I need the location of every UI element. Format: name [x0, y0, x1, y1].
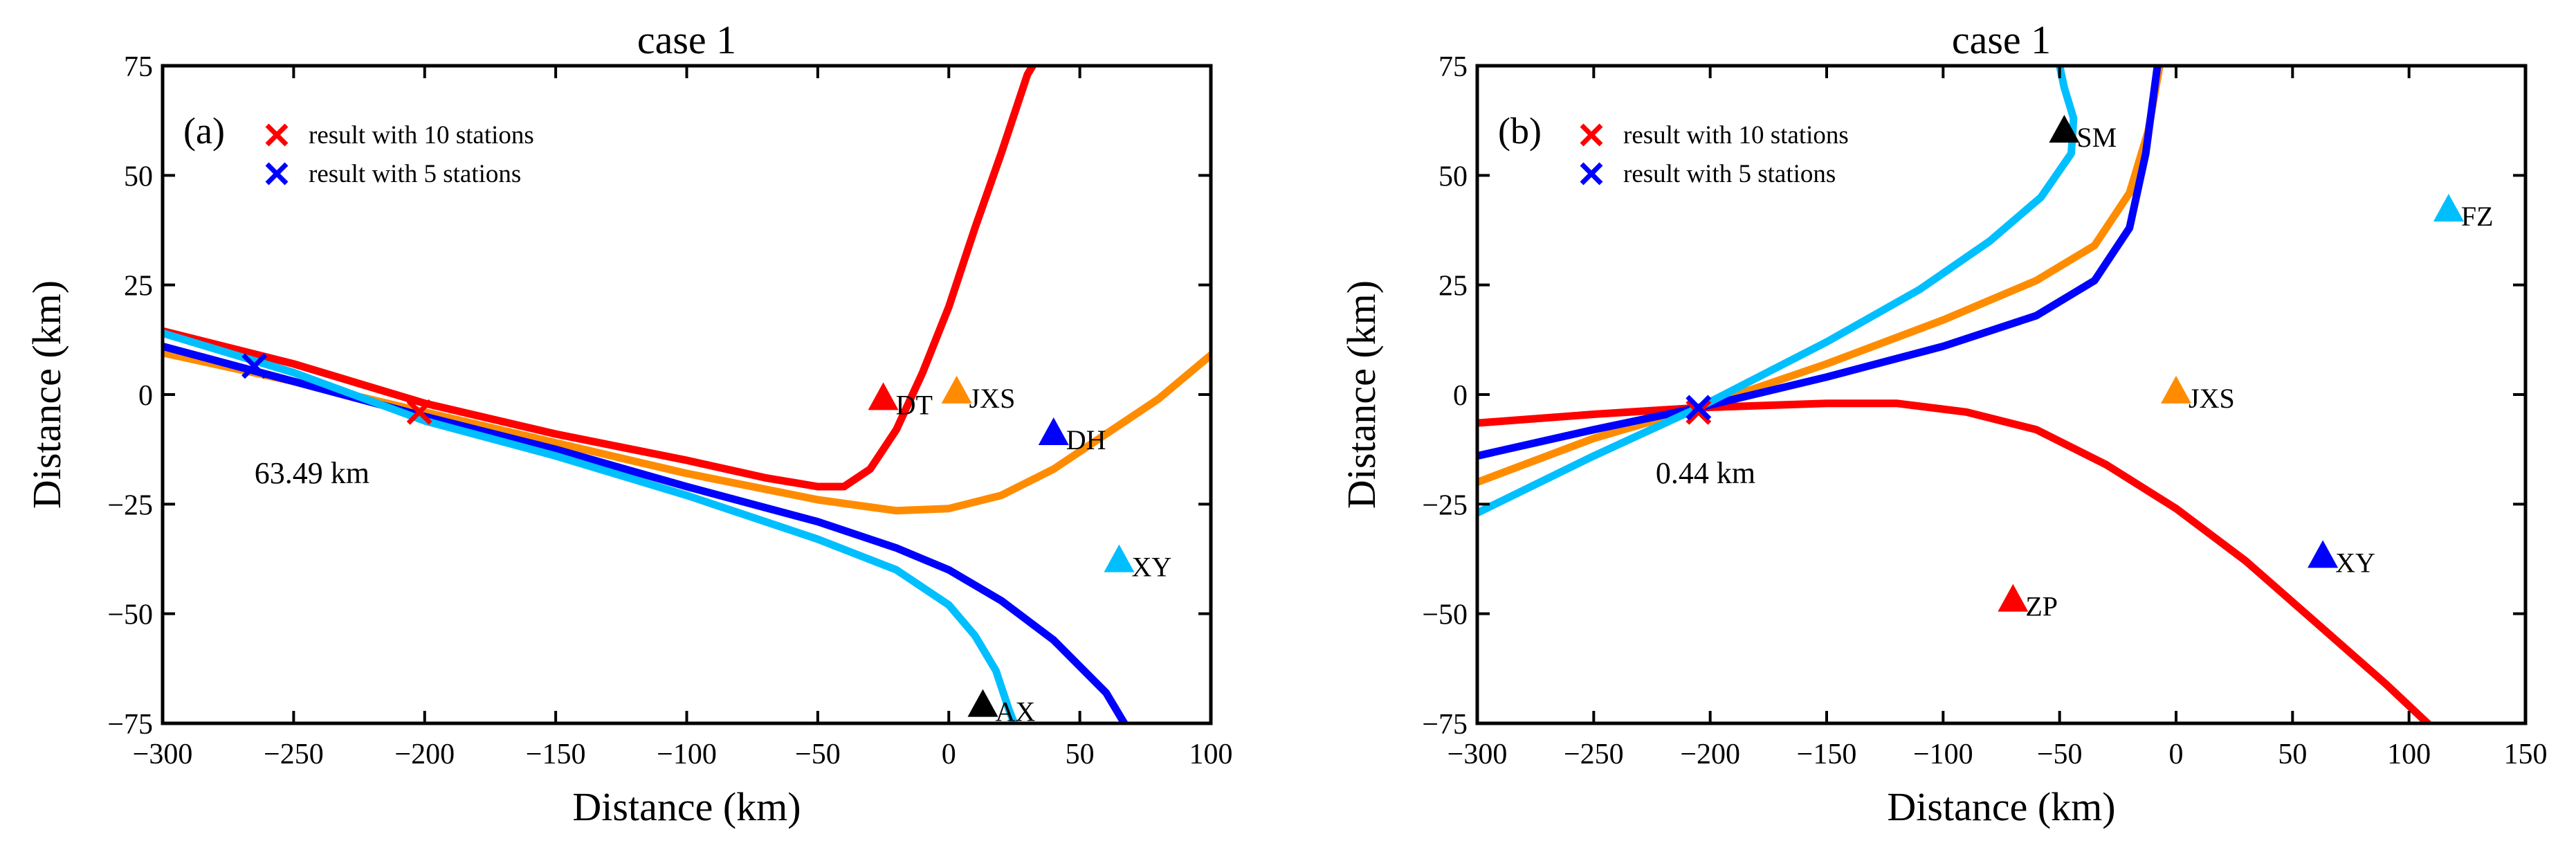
station-marker-fz [2433, 194, 2464, 221]
y-tick-label: 0 [1453, 380, 1468, 412]
station-marker-jxs [2161, 375, 2191, 404]
station-label-zp: ZP [2025, 591, 2058, 622]
legend-marker [1580, 162, 1603, 186]
y-tick-label: −25 [107, 489, 153, 521]
y-axis-label: Distance (km) [24, 280, 69, 509]
station-marker-dt [868, 382, 899, 410]
y-tick-label: 50 [1438, 161, 1468, 192]
station-marker-xy [1104, 544, 1135, 572]
y-tick-label: −75 [107, 709, 153, 741]
y-tick-label: −75 [1422, 709, 1468, 741]
y-tick-label: 25 [1438, 271, 1468, 302]
x-tick-label: 0 [942, 739, 956, 770]
station-label-xy: XY [1131, 552, 1171, 583]
legend-marker [1580, 123, 1603, 147]
y-tick-label: −25 [1422, 489, 1468, 521]
legend-marker [265, 123, 289, 147]
x-tick-label: −250 [264, 739, 324, 770]
x-axis-label: Distance (km) [572, 784, 801, 829]
legend-label: result with 5 stations [1623, 160, 1836, 188]
panel-label: (a) [183, 110, 225, 152]
series-line-blue-curve [1477, 66, 2162, 460]
y-tick-label: 25 [124, 271, 153, 302]
legend-marker [265, 162, 289, 186]
x-tick-label: −50 [2037, 739, 2083, 770]
x-tick-label: −100 [1913, 739, 1973, 770]
station-label-dh: DH [1066, 424, 1106, 455]
legend-label: result with 5 stations [309, 160, 521, 188]
station-marker-sm [2049, 115, 2080, 143]
x-tick-label: −50 [795, 739, 841, 770]
x-tick-label: 100 [1189, 739, 1233, 770]
legend-label: result with 10 stations [309, 121, 534, 150]
y-axis-label: Distance (km) [1339, 280, 1384, 509]
x-tick-label: −300 [1447, 739, 1508, 770]
x-tick-label: −100 [657, 739, 717, 770]
station-label-dt: DT [896, 389, 933, 420]
x-tick-label: 0 [2169, 739, 2184, 770]
series-line-red-curve [1477, 399, 2432, 723]
series-line-light-blue-curve [1477, 66, 2078, 517]
distance-annotation: 0.44 km [1656, 456, 1755, 490]
station-marker-xy [2308, 540, 2339, 568]
x-tick-label: −250 [1564, 739, 1624, 770]
station-marker-ax [967, 689, 998, 717]
x-axis-label: Distance (km) [1887, 784, 2115, 829]
x-tick-label: −300 [133, 739, 193, 770]
x-tick-label: −150 [1797, 739, 1857, 770]
x-tick-label: −150 [526, 739, 586, 770]
x-tick-label: −200 [1680, 739, 1740, 770]
station-label-fz: FZ [2461, 201, 2494, 232]
x-tick-label: 50 [1066, 739, 1095, 770]
chart-title: case 1 [1952, 17, 2051, 62]
x-tick-label: 50 [2278, 739, 2307, 770]
intersection-cross [406, 399, 432, 425]
station-marker-jxs [941, 375, 972, 404]
y-tick-label: 75 [124, 51, 153, 83]
y-tick-label: −50 [107, 599, 153, 631]
legend-label: result with 10 stations [1623, 121, 1849, 150]
intersection-cross [1686, 395, 1712, 421]
y-tick-label: −50 [1422, 599, 1468, 631]
station-label-xy: XY [2335, 547, 2375, 578]
distance-annotation: 63.49 km [255, 456, 369, 490]
station-label-sm: SM [2076, 122, 2117, 153]
intersection-cross [1686, 399, 1712, 425]
x-tick-label: 150 [2504, 739, 2548, 770]
chart-title: case 1 [637, 17, 736, 62]
series-line-red-curve [163, 66, 1036, 491]
x-tick-label: 100 [2387, 739, 2431, 770]
y-tick-label: 0 [138, 380, 153, 412]
station-marker-zp [1998, 584, 2029, 612]
station-marker-dh [1038, 417, 1069, 445]
y-tick-label: 75 [1438, 51, 1468, 83]
series-line-orange-curve [163, 349, 1211, 515]
panel-label: (b) [1498, 110, 1542, 152]
y-tick-label: 50 [124, 161, 153, 192]
intersection-cross [241, 353, 268, 379]
station-label-jxs: JXS [2189, 383, 2235, 414]
station-label-jxs: JXS [969, 383, 1016, 414]
series-line-orange-curve [1477, 66, 2164, 487]
series-line-light-blue-curve [163, 329, 1018, 723]
x-tick-label: −200 [394, 739, 455, 770]
